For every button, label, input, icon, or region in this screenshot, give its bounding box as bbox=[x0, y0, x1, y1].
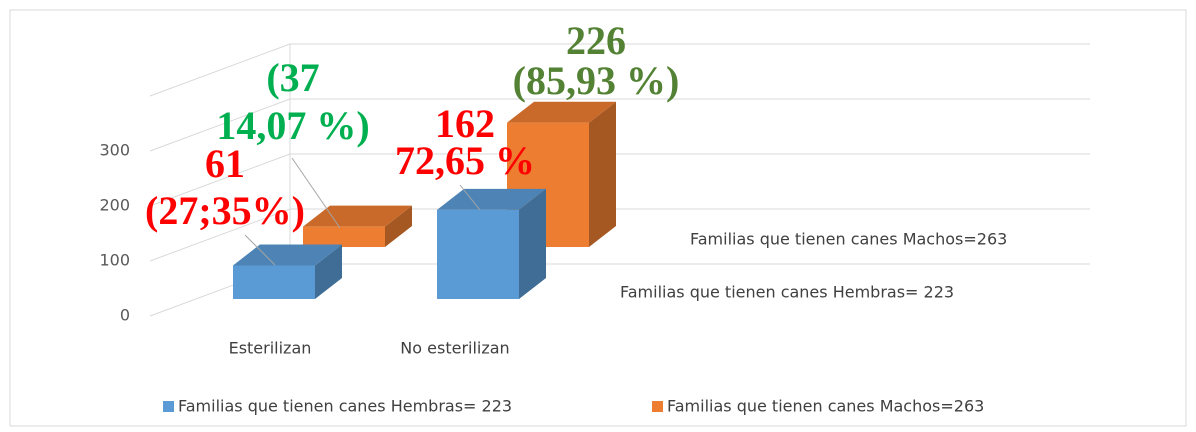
bar-side bbox=[589, 101, 616, 247]
grid-line bbox=[149, 208, 291, 262]
series-label: Familias que tienen canes Machos=263 bbox=[690, 230, 1007, 249]
leader-line bbox=[244, 234, 276, 266]
grid-line bbox=[149, 43, 291, 97]
bar-side bbox=[519, 188, 546, 299]
data-label: 61 bbox=[205, 141, 245, 186]
legend-label: Familias que tienen canes Machos=263 bbox=[667, 397, 984, 416]
x-tick-label: Esterilizan bbox=[229, 339, 312, 358]
leader-line bbox=[291, 157, 341, 229]
legend-swatch bbox=[652, 401, 663, 412]
y-tick-label: 300 bbox=[99, 141, 130, 160]
bar-side bbox=[385, 205, 412, 247]
bar bbox=[233, 265, 315, 299]
data-label: (37 bbox=[266, 55, 319, 100]
bar-top bbox=[507, 101, 616, 123]
legend-swatch bbox=[163, 401, 174, 412]
bar-top bbox=[437, 188, 546, 210]
data-label: 226 bbox=[566, 18, 626, 63]
y-tick-label: 0 bbox=[120, 306, 130, 325]
bar-top bbox=[303, 205, 412, 227]
bar bbox=[303, 226, 385, 247]
data-label: (85,93 %) bbox=[513, 58, 680, 103]
y-tick-label: 100 bbox=[99, 251, 130, 270]
series-label: Familias que tienen canes Hembras= 223 bbox=[620, 283, 954, 302]
legend-label: Familias que tienen canes Hembras= 223 bbox=[178, 397, 512, 416]
data-label: (27;35%) bbox=[145, 188, 305, 233]
leader-line bbox=[459, 184, 481, 211]
y-tick-label: 200 bbox=[99, 196, 130, 215]
data-label: 162 bbox=[435, 101, 495, 146]
bar bbox=[437, 209, 519, 299]
bar-side bbox=[315, 244, 342, 299]
data-label: 14,07 %) bbox=[216, 103, 369, 148]
data-label: 72,65 % bbox=[395, 138, 535, 183]
grid-line bbox=[149, 98, 291, 152]
x-tick-label: No esterilizan bbox=[400, 339, 509, 358]
grid-line bbox=[149, 153, 291, 207]
